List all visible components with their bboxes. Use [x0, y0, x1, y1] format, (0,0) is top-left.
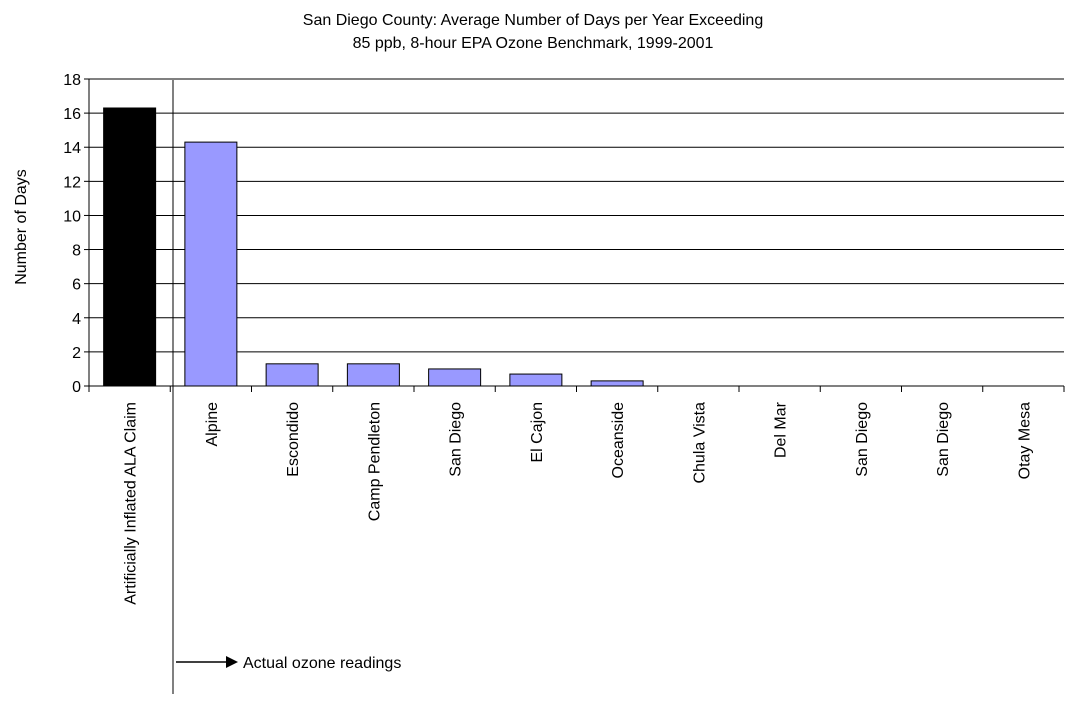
bar [103, 107, 157, 387]
y-tick-label: 4 [72, 311, 81, 328]
y-tick-label: 16 [63, 106, 81, 123]
x-tick-labels: Artificially Inflated ALA Claim Alpine Esc… [123, 401, 1034, 604]
x-tick-label: Del Mar [773, 401, 790, 458]
x-tick-label: El Cajon [529, 402, 546, 462]
x-tick-label: San Diego [854, 402, 871, 477]
x-tick-label: Otay Mesa [1016, 402, 1033, 479]
x-tick-label: Escondido [285, 402, 302, 477]
axes [84, 78, 1065, 392]
chart-title-line2: 85 ppb, 8-hour EPA Ozone Benchmark, 1999… [353, 35, 714, 52]
bar [590, 380, 644, 387]
x-tick-label: Oceanside [610, 402, 627, 479]
y-tick-label: 10 [63, 208, 81, 225]
bar [428, 368, 482, 387]
y-tick-labels: 0 2 4 6 8 10 12 14 16 18 [63, 72, 81, 396]
bar [265, 363, 319, 387]
bar [509, 373, 563, 387]
x-tick-label: Alpine [204, 402, 221, 447]
y-tick-label: 0 [72, 379, 81, 396]
y-tick-label: 18 [63, 72, 81, 89]
bar [184, 141, 238, 387]
annotation-text: Actual ozone readings [243, 655, 401, 672]
x-tick-label: Chula Vista [691, 402, 708, 484]
chart-title-line1: San Diego County: Average Number of Days… [303, 12, 763, 29]
y-tick-label: 2 [72, 345, 81, 362]
y-tick-label: 6 [72, 277, 81, 294]
x-tick-label: Artificially Inflated ALA Claim [123, 402, 140, 605]
bar [346, 363, 400, 387]
gridlines [89, 78, 1064, 353]
y-axis-label: Number of Days [13, 169, 30, 285]
bars [103, 107, 644, 387]
y-tick-label: 12 [63, 174, 81, 191]
x-tick-label: Camp Pendleton [366, 402, 383, 521]
y-tick-label: 14 [63, 140, 81, 157]
x-tick-label: San Diego [448, 402, 465, 477]
y-tick-label: 8 [72, 243, 81, 260]
annotation-arrow [176, 656, 238, 668]
x-tick-label: San Diego [935, 402, 952, 477]
